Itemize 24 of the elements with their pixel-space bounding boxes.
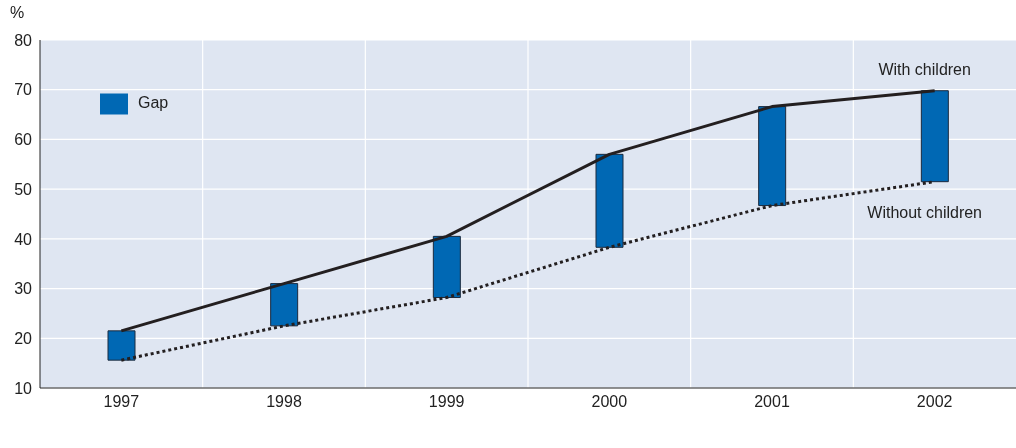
bar [107,330,136,361]
bar [595,153,624,248]
y-tick-label: 70 [14,81,33,99]
y-axis-title: % [10,4,25,22]
y-tick-label: 60 [14,131,33,149]
series-label: With children [878,60,971,78]
legend-label: Gap [138,94,169,112]
x-tick-label: 1998 [266,393,302,411]
x-tick-label: 2002 [916,393,953,411]
x-tick-label: 2001 [754,393,790,411]
y-tick-label: 10 [14,379,33,397]
y-tick-label: 40 [14,230,33,248]
y-tick-label: 20 [14,329,33,347]
bar [758,106,787,207]
y-tick-label: 80 [14,31,33,49]
x-tick-label: 2000 [591,393,628,411]
series-label: Without children [867,203,983,221]
x-tick-label: 1997 [103,393,140,411]
x-tick-label: 1999 [428,393,465,411]
bar [270,283,299,327]
y-tick-label: 50 [14,180,33,198]
bar [432,235,461,299]
y-tick-label: 30 [14,280,33,298]
bar [920,90,949,183]
